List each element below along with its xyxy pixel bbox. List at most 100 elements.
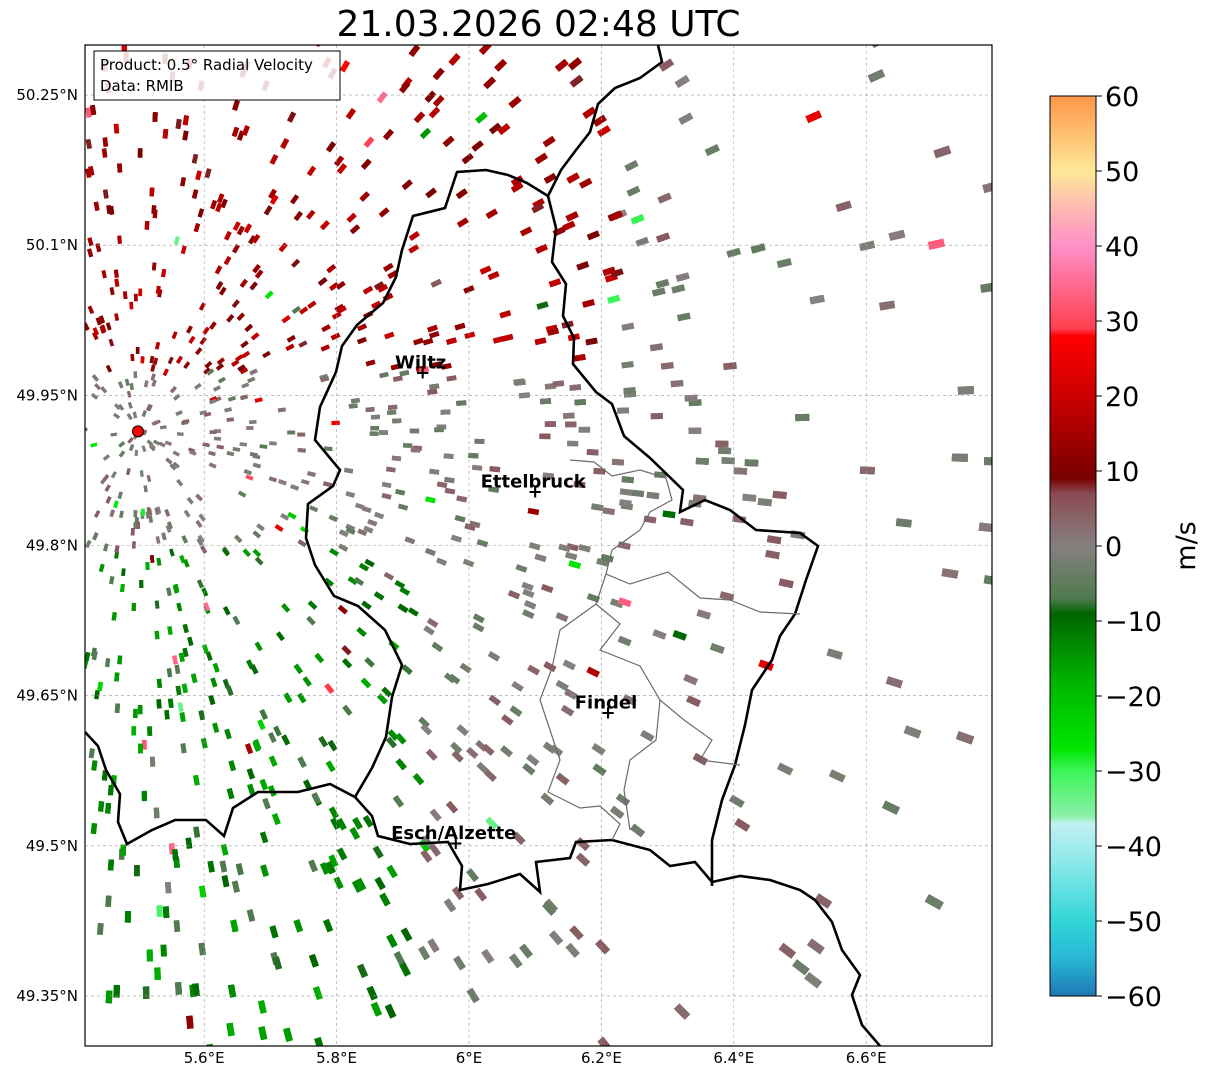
velocity-gate (149, 756, 156, 767)
velocity-gate (281, 315, 291, 324)
velocity-gate (882, 800, 900, 815)
velocity-gate (400, 927, 413, 942)
velocity-gate (252, 548, 262, 558)
velocity-gate (234, 534, 243, 543)
velocity-gate (336, 817, 347, 831)
velocity-gate (444, 672, 456, 684)
colorbar-tick-label: −50 (1105, 907, 1162, 938)
velocity-gate (510, 181, 524, 193)
velocity-gate (176, 479, 184, 487)
velocity-gate (569, 384, 582, 391)
velocity-gate (195, 519, 203, 528)
velocity-gate (131, 541, 136, 549)
x-tick-label: 6.2°E (581, 1049, 622, 1067)
velocity-gate (349, 827, 360, 840)
velocity-gate (235, 863, 244, 876)
velocity-gate (203, 602, 211, 612)
velocity-gate (182, 115, 190, 126)
velocity-gate (105, 990, 113, 1004)
velocity-gate (683, 673, 698, 686)
velocity-gate (522, 763, 536, 776)
velocity-gate (933, 145, 952, 159)
velocity-gate (239, 367, 249, 375)
velocity-gate (383, 571, 395, 581)
gridlines (85, 45, 992, 1046)
country-border (85, 45, 664, 846)
velocity-gate (346, 212, 357, 223)
velocity-gate (172, 849, 179, 861)
velocity-gate (88, 748, 95, 759)
velocity-gate (324, 577, 334, 587)
velocity-gate (343, 467, 354, 474)
velocity-gate (454, 322, 466, 331)
velocity-gate (262, 350, 271, 359)
velocity-gate (156, 699, 162, 709)
velocity-gate (360, 677, 372, 689)
velocity-gate (252, 462, 261, 469)
velocity-gate (131, 726, 137, 736)
velocity-gate (167, 626, 173, 635)
radar-site-dot[interactable] (131, 425, 144, 438)
velocity-gate (172, 461, 180, 469)
velocity-gate (302, 676, 312, 687)
city-esch-alzette[interactable]: +Esch/Alzette (391, 823, 516, 854)
velocity-gate (197, 534, 205, 544)
city-findel[interactable]: +Findel (575, 693, 638, 724)
velocity-gate (268, 441, 277, 446)
map-frame (84, 44, 993, 1047)
velocity-gate (540, 792, 555, 806)
velocity-gate (543, 172, 557, 184)
velocity-gate (630, 823, 646, 838)
velocity-gate (392, 375, 403, 382)
velocity-gate (410, 447, 421, 453)
velocity-gate (472, 622, 485, 633)
velocity-gate (164, 509, 171, 517)
velocity-gate (381, 481, 392, 489)
radar-site-marker[interactable] (131, 425, 144, 438)
velocity-gate (361, 506, 372, 513)
velocity-gate (425, 748, 438, 761)
velocity-gate (619, 499, 632, 507)
velocity-gate (327, 739, 338, 752)
velocity-gate (350, 398, 360, 404)
velocity-gate (879, 300, 896, 311)
velocity-gate (175, 410, 183, 416)
velocity-gate (888, 229, 906, 241)
velocity-gate (548, 930, 564, 946)
velocity-gate (174, 664, 181, 675)
velocity-gate (564, 551, 578, 561)
velocity-gate (610, 598, 624, 609)
velocity-gate (485, 208, 498, 219)
velocity-gate (684, 394, 698, 402)
y-tick-label: 49.65°N (16, 687, 78, 705)
velocity-gate (182, 130, 189, 141)
velocity-gate (338, 529, 349, 538)
velocity-gate (476, 761, 490, 775)
velocity-gate (154, 507, 160, 516)
velocity-gate (268, 755, 278, 767)
velocity-gate (696, 609, 711, 620)
data-source-label: Data: RMIB (100, 77, 184, 95)
velocity-gate (254, 269, 264, 279)
velocity-gate (379, 892, 391, 907)
velocity-gate (87, 305, 94, 314)
velocity-gate (566, 172, 580, 184)
velocity-gate (277, 407, 286, 413)
velocity-gate (246, 909, 256, 922)
velocity-gate (247, 376, 256, 384)
velocity-gate (291, 305, 301, 315)
velocity-gate (149, 442, 156, 450)
velocity-gate (250, 332, 260, 341)
velocity-gate (675, 272, 690, 282)
velocity-gate (593, 467, 606, 475)
velocity-gate (395, 732, 407, 745)
velocity-gate (287, 512, 297, 520)
velocity-gate (107, 785, 114, 796)
velocity-gate (443, 453, 454, 459)
velocity-gate (79, 185, 85, 195)
city-ettelbruck[interactable]: +Ettelbruck (481, 471, 587, 502)
city-wiltz[interactable]: +Wiltz (395, 352, 446, 383)
velocity-gate (217, 376, 226, 384)
velocity-gate (361, 600, 372, 610)
velocity-gate (113, 500, 119, 509)
